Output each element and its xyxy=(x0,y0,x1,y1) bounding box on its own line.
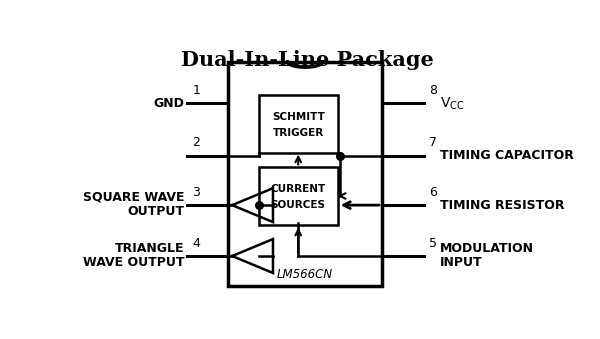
Text: MODULATION: MODULATION xyxy=(440,242,534,255)
Text: 8: 8 xyxy=(430,84,437,97)
Text: SQUARE WAVE: SQUARE WAVE xyxy=(83,191,184,204)
Text: TIMING RESISTOR: TIMING RESISTOR xyxy=(440,199,565,212)
Text: Dual-In-Line Package: Dual-In-Line Package xyxy=(181,50,434,70)
Text: TRIANGLE: TRIANGLE xyxy=(115,242,184,255)
Text: V$_{\mathregular{CC}}$: V$_{\mathregular{CC}}$ xyxy=(440,95,464,112)
Text: TIMING CAPACITOR: TIMING CAPACITOR xyxy=(440,149,574,162)
Text: 3: 3 xyxy=(192,186,200,199)
Text: WAVE OUTPUT: WAVE OUTPUT xyxy=(83,256,184,269)
Bar xyxy=(259,96,338,153)
Text: 1: 1 xyxy=(192,84,200,97)
Text: 7: 7 xyxy=(430,136,437,149)
Text: LM566CN: LM566CN xyxy=(277,268,333,281)
Text: SOURCES: SOURCES xyxy=(271,200,326,210)
Text: SCHMITT: SCHMITT xyxy=(272,112,325,122)
Text: CURRENT: CURRENT xyxy=(271,184,326,194)
Text: 6: 6 xyxy=(430,186,437,199)
Text: OUTPUT: OUTPUT xyxy=(127,205,184,218)
Text: 4: 4 xyxy=(192,237,200,250)
Text: 5: 5 xyxy=(430,237,437,250)
Text: TRIGGER: TRIGGER xyxy=(272,128,324,138)
Bar xyxy=(259,167,338,225)
Text: GND: GND xyxy=(154,97,184,110)
FancyBboxPatch shape xyxy=(229,62,382,286)
Text: 2: 2 xyxy=(192,136,200,149)
Text: INPUT: INPUT xyxy=(440,256,482,269)
